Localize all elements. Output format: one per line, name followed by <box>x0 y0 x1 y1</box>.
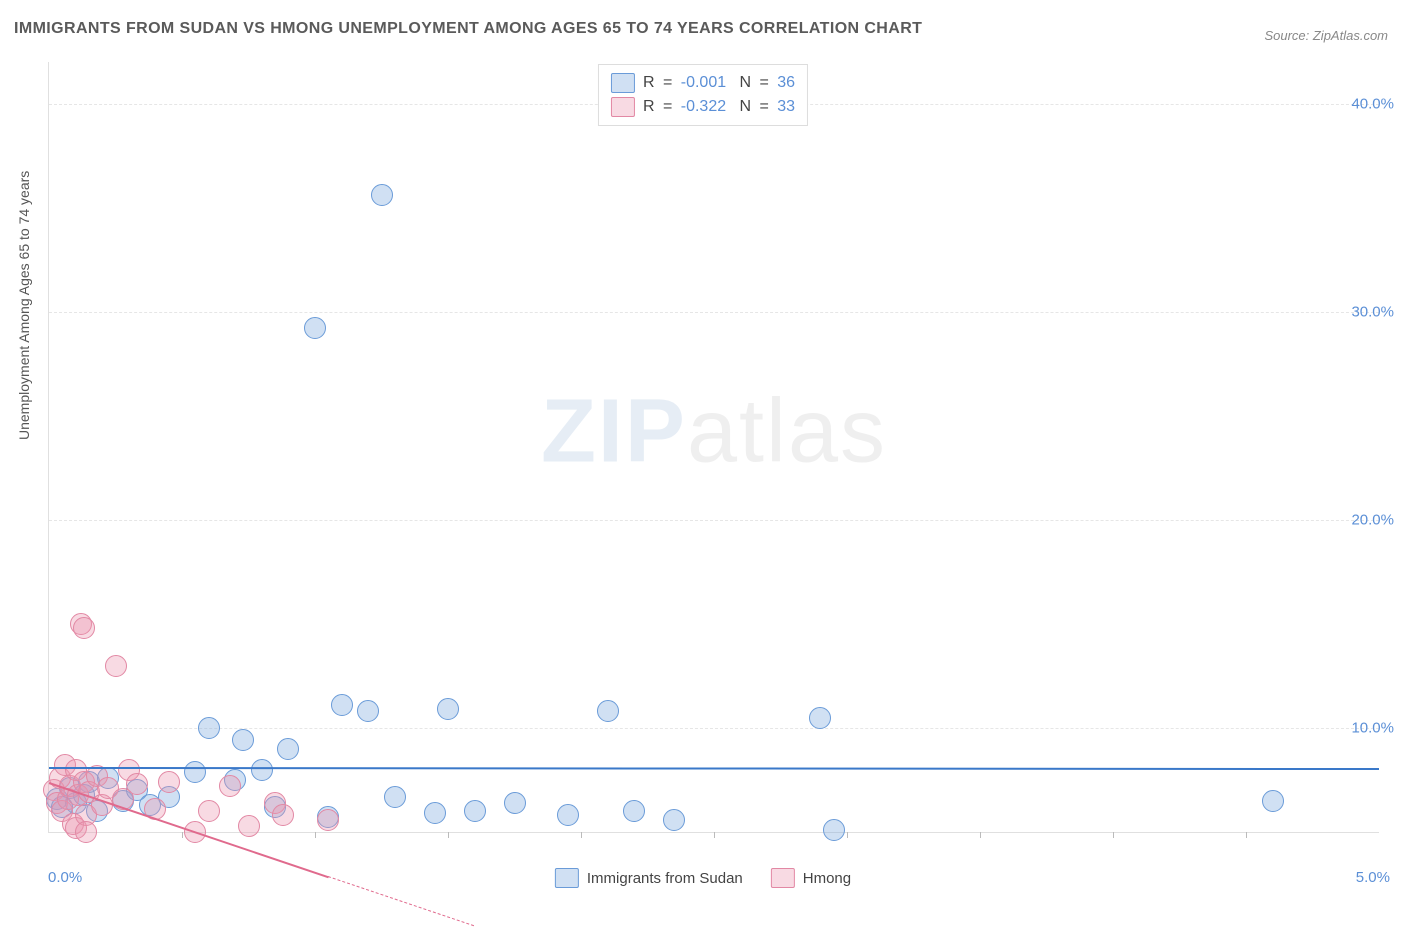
x-tick <box>847 832 848 838</box>
watermark-zip: ZIP <box>541 381 687 481</box>
legend-row: R = -0.322 N = 33 <box>611 95 795 119</box>
x-max-label: 5.0% <box>1356 869 1390 886</box>
data-point <box>105 655 127 677</box>
x-min-label: 0.0% <box>48 869 82 886</box>
gridline <box>49 312 1379 313</box>
x-tick <box>581 832 582 838</box>
data-point <box>317 809 339 831</box>
data-point <box>557 804 579 826</box>
data-point <box>357 700 379 722</box>
plot-area: ZIPatlas <box>48 62 1379 833</box>
correlation-legend: R = -0.001 N = 36 R = -0.322 N = 33 <box>598 64 808 126</box>
watermark: ZIPatlas <box>541 380 887 483</box>
x-tick <box>182 832 183 838</box>
data-point <box>251 759 273 781</box>
data-point <box>1262 790 1284 812</box>
legend-row: R = -0.001 N = 36 <box>611 71 795 95</box>
y-tick-label: 30.0% <box>1351 303 1394 320</box>
x-tick <box>1113 832 1114 838</box>
data-point <box>184 761 206 783</box>
y-tick-label: 20.0% <box>1351 511 1394 528</box>
data-point <box>232 729 254 751</box>
gridline <box>49 728 1379 729</box>
y-tick-label: 10.0% <box>1351 719 1394 736</box>
data-point <box>331 694 353 716</box>
data-point <box>464 800 486 822</box>
x-tick <box>315 832 316 838</box>
data-point <box>238 815 260 837</box>
data-point <box>823 819 845 841</box>
series-legend: Immigrants from Sudan Hmong <box>555 868 851 888</box>
source-label: Source: ZipAtlas.com <box>1264 28 1388 43</box>
data-point <box>504 792 526 814</box>
data-point <box>424 802 446 824</box>
x-tick <box>714 832 715 838</box>
trend-line <box>49 767 1379 770</box>
y-tick-label: 40.0% <box>1351 95 1394 112</box>
x-tick <box>448 832 449 838</box>
legend-item: Immigrants from Sudan <box>555 868 743 888</box>
data-point <box>809 707 831 729</box>
data-point <box>384 786 406 808</box>
legend-swatch <box>555 868 579 888</box>
trend-line <box>328 876 475 926</box>
watermark-atlas: atlas <box>687 381 887 481</box>
legend-label: Hmong <box>803 870 851 887</box>
data-point <box>663 809 685 831</box>
data-point <box>437 698 459 720</box>
gridline <box>49 520 1379 521</box>
legend-item: Hmong <box>771 868 851 888</box>
legend-label: Immigrants from Sudan <box>587 870 743 887</box>
data-point <box>597 700 619 722</box>
data-point <box>198 717 220 739</box>
legend-swatch <box>771 868 795 888</box>
data-point <box>126 773 148 795</box>
data-point <box>75 821 97 843</box>
data-point <box>371 184 393 206</box>
legend-swatch <box>611 97 635 117</box>
legend-swatch <box>611 73 635 93</box>
y-axis-label: Unemployment Among Ages 65 to 74 years <box>16 171 32 440</box>
legend-stat: R = -0.001 N = 36 <box>643 74 795 92</box>
data-point <box>623 800 645 822</box>
x-tick <box>980 832 981 838</box>
x-tick <box>1246 832 1247 838</box>
data-point <box>304 317 326 339</box>
data-point <box>158 771 180 793</box>
data-point <box>219 775 241 797</box>
data-point <box>272 804 294 826</box>
data-point <box>73 617 95 639</box>
data-point <box>198 800 220 822</box>
legend-stat: R = -0.322 N = 33 <box>643 98 795 116</box>
data-point <box>277 738 299 760</box>
chart-title: IMMIGRANTS FROM SUDAN VS HMONG UNEMPLOYM… <box>14 20 922 38</box>
